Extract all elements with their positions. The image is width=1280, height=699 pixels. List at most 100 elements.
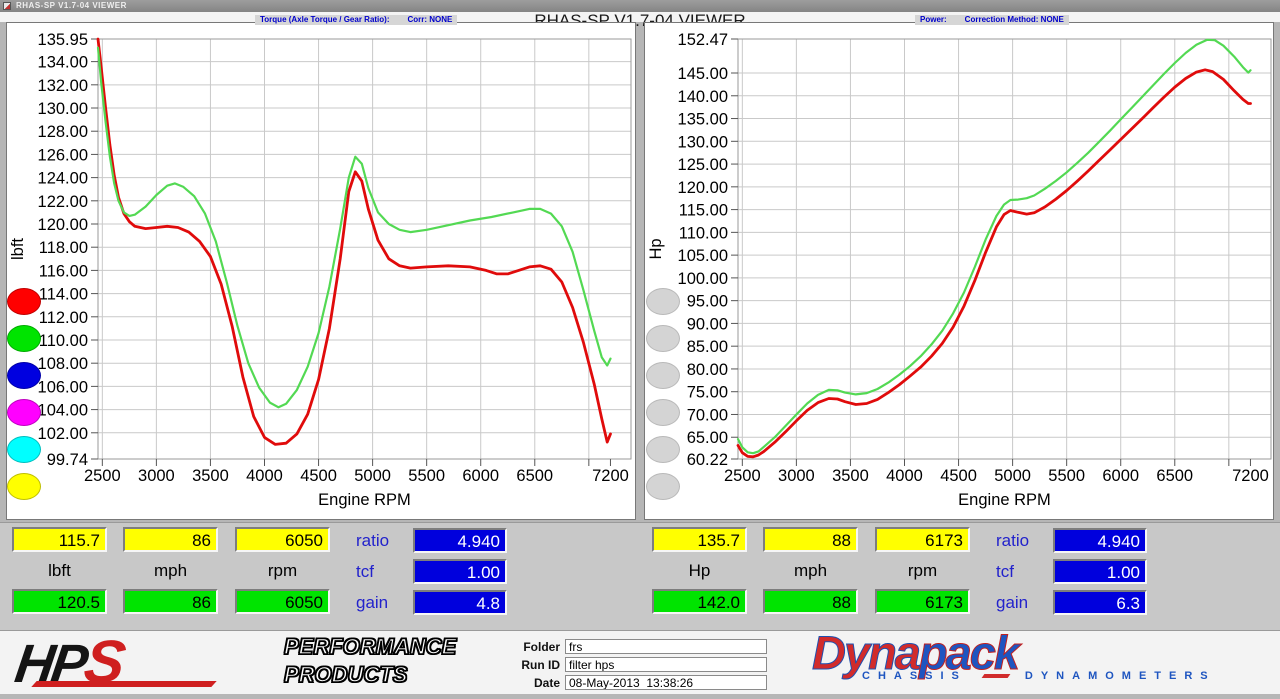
svg-text:2500: 2500 — [724, 467, 761, 485]
hps-logo-underline — [31, 681, 217, 687]
channel-swatch-disabled-1[interactable] — [646, 325, 680, 352]
gain-value: 4.8 — [413, 590, 507, 615]
svg-text:5000: 5000 — [354, 467, 391, 485]
svg-text:134.00: 134.00 — [38, 54, 88, 72]
svg-text:116.00: 116.00 — [39, 262, 88, 280]
power-chart-panel: 152.47 145.00 140.00 135.00 130.00 125.00 120.… — [644, 22, 1274, 520]
svg-text:5500: 5500 — [408, 467, 445, 485]
svg-text:112.00: 112.00 — [39, 309, 88, 327]
channel-swatch-1[interactable] — [7, 325, 41, 352]
svg-text:Hp: Hp — [647, 238, 665, 259]
svg-text:3500: 3500 — [832, 467, 869, 485]
power-unit-label: Hp — [688, 561, 711, 580]
svg-text:60.22: 60.22 — [687, 451, 728, 469]
svg-text:3500: 3500 — [192, 467, 229, 485]
cursor-power-value: 135.7 — [652, 527, 747, 552]
cursor2-rpm-value: 6050 — [235, 589, 330, 614]
svg-text:90.00: 90.00 — [687, 315, 728, 333]
power-correction-text: Correction Method: NONE — [964, 15, 1064, 24]
dynapack-logo: Dynapack CHASSIS DYNAMOMETERS — [812, 628, 1208, 689]
torque-correction-text: Corr: NONE — [407, 15, 453, 24]
svg-text:100.00: 100.00 — [678, 270, 728, 288]
folder-field-row: Folder — [488, 638, 767, 655]
svg-text:120.00: 120.00 — [38, 216, 88, 234]
svg-text:140.00: 140.00 — [678, 88, 728, 106]
svg-text:114.00: 114.00 — [39, 286, 88, 304]
footer-bar: HPS PERFORMANCE PRODUCTS Folder Run ID D… — [0, 628, 1280, 695]
cursor-rpm-value: 6050 — [235, 527, 330, 552]
channel-swatch-disabled-0[interactable] — [646, 288, 680, 315]
folder-input[interactable] — [565, 639, 767, 655]
header-strip — [0, 12, 1280, 22]
svg-text:135.00: 135.00 — [678, 111, 728, 129]
svg-text:132.00: 132.00 — [38, 77, 88, 95]
channel-swatch-disabled-5[interactable] — [646, 473, 680, 500]
channel-swatch-disabled-4[interactable] — [646, 436, 680, 463]
ratio-label: ratio — [356, 531, 390, 550]
cursor-torque-value: 115.7 — [12, 527, 107, 552]
channel-swatch-disabled-2[interactable] — [646, 362, 680, 389]
speed-unit-label: mph — [153, 561, 188, 580]
svg-text:4500: 4500 — [940, 467, 977, 485]
torque-unit-label: lbft — [48, 561, 71, 580]
svg-text:126.00: 126.00 — [38, 146, 88, 164]
svg-text:130.00: 130.00 — [678, 133, 728, 151]
torque-header-label: Torque (Axle Torque / Gear Ratio): Corr: … — [255, 15, 458, 25]
svg-text:122.00: 122.00 — [38, 193, 88, 211]
rpm-unit-label: rpm — [267, 561, 298, 580]
runid-input[interactable] — [565, 657, 767, 673]
svg-text:2500: 2500 — [84, 467, 121, 485]
svg-text:3000: 3000 — [138, 467, 175, 485]
channel-swatch-0[interactable] — [7, 288, 41, 315]
readout-strip: 115.7 86 6050 lbft mph rpm 120.5 86 6050… — [0, 522, 1280, 630]
svg-text:6500: 6500 — [516, 467, 553, 485]
svg-text:135.95: 135.95 — [38, 31, 88, 49]
channel-swatch-disabled-3[interactable] — [646, 399, 680, 426]
channel-swatch-3[interactable] — [7, 399, 41, 426]
torque-chart[interactable]: 135.95 134.00 132.00 130.00 128.00 126.00 124.… — [7, 23, 635, 519]
folder-label: Folder — [523, 639, 560, 654]
svg-text:99.74: 99.74 — [47, 451, 88, 469]
svg-text:6500: 6500 — [1156, 467, 1193, 485]
svg-text:Engine RPM: Engine RPM — [958, 491, 1051, 509]
rpm-unit-label: rpm — [907, 561, 938, 580]
date-label: Date — [533, 675, 560, 690]
hps-tagline: PERFORMANCE PRODUCTS — [283, 633, 457, 689]
dynapack-sub-chassis: CHASSIS — [862, 670, 967, 682]
svg-text:7200: 7200 — [592, 467, 629, 485]
title-bar[interactable]: RHAS-SP V1.7-04 VIEWER — [0, 0, 1280, 12]
cursor2-torque-value: 120.5 — [12, 589, 107, 614]
power-chart[interactable]: 152.47 145.00 140.00 135.00 130.00 125.00 120.… — [645, 23, 1273, 519]
svg-text:152.47: 152.47 — [678, 31, 728, 49]
cursor-speed-value: 88 — [763, 527, 858, 552]
svg-text:104.00: 104.00 — [38, 402, 88, 420]
dynapack-red-slash — [981, 674, 1011, 678]
runid-field-row: Run ID — [488, 656, 767, 673]
cursor2-speed-value: 86 — [123, 589, 218, 614]
app-icon — [3, 2, 11, 10]
cursor2-power-value: 142.0 — [652, 589, 747, 614]
svg-text:124.00: 124.00 — [38, 170, 88, 188]
ratio-value: 4.940 — [1053, 528, 1147, 553]
svg-text:3000: 3000 — [778, 467, 815, 485]
svg-text:120.00: 120.00 — [678, 179, 728, 197]
power-header-text: Power: — [920, 15, 947, 24]
svg-text:108.00: 108.00 — [38, 355, 88, 373]
date-input[interactable] — [565, 675, 767, 691]
channel-swatch-5[interactable] — [7, 473, 41, 500]
channel-swatch-4[interactable] — [7, 436, 41, 463]
hps-tagline-line1: PERFORMANCE — [283, 633, 457, 660]
torque-header-text: Torque (Axle Torque / Gear Ratio): — [260, 15, 390, 24]
channel-swatch-2[interactable] — [7, 362, 41, 389]
svg-text:85.00: 85.00 — [687, 338, 728, 356]
ratio-label: ratio — [996, 531, 1030, 550]
svg-text:75.00: 75.00 — [687, 384, 728, 402]
tcf-value: 1.00 — [1053, 559, 1147, 584]
hps-tagline-line2: PRODUCTS — [283, 661, 408, 688]
cursor-speed-value: 86 — [123, 527, 218, 552]
torque-readout-group: 115.7 86 6050 lbft mph rpm 120.5 86 6050… — [0, 523, 640, 631]
gain-label: gain — [996, 593, 1029, 612]
date-field-row: Date — [488, 674, 767, 691]
svg-text:118.00: 118.00 — [39, 239, 88, 257]
svg-text:115.00: 115.00 — [679, 202, 728, 220]
